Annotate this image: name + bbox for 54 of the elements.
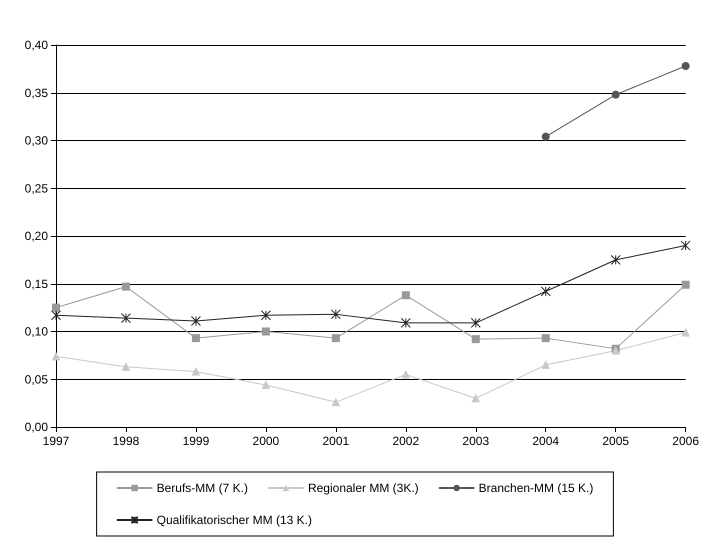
point bbox=[680, 240, 691, 251]
point bbox=[120, 313, 131, 324]
x-tick-label: 2004 bbox=[532, 434, 560, 448]
point bbox=[610, 254, 621, 265]
x-tick-label: 1997 bbox=[42, 434, 70, 448]
y-tick-label: 0,00 bbox=[24, 420, 48, 434]
point bbox=[400, 318, 411, 328]
y-tick-label: 0,05 bbox=[24, 372, 48, 386]
point bbox=[542, 360, 550, 369]
point bbox=[262, 380, 270, 389]
x-tick-label: 2006 bbox=[672, 434, 700, 448]
point bbox=[472, 394, 480, 402]
y-tick-label: 0,30 bbox=[24, 134, 48, 148]
point bbox=[192, 334, 200, 342]
x-tick-label: 2000 bbox=[252, 434, 280, 448]
point bbox=[330, 309, 341, 320]
point bbox=[540, 286, 551, 296]
point bbox=[122, 282, 130, 291]
x-tick-label: 2003 bbox=[462, 434, 490, 448]
point bbox=[262, 328, 270, 336]
y-tick-label: 0,40 bbox=[24, 38, 48, 52]
point bbox=[332, 398, 340, 406]
y-tick-label: 0,35 bbox=[24, 86, 48, 100]
point bbox=[542, 334, 550, 342]
point bbox=[190, 316, 201, 326]
point bbox=[682, 328, 690, 336]
y-tick-label: 0,10 bbox=[24, 324, 48, 338]
point bbox=[682, 62, 690, 70]
x-tick-label: 2002 bbox=[392, 434, 420, 448]
legend-label: Berufs-MM (7 K.) bbox=[156, 481, 248, 495]
legend-label: Branchen-MM (15 K.) bbox=[478, 481, 594, 495]
point bbox=[52, 304, 60, 312]
x-tick-label: 2005 bbox=[602, 434, 630, 448]
point bbox=[542, 132, 550, 141]
point bbox=[332, 334, 340, 342]
point bbox=[260, 310, 271, 320]
point bbox=[682, 280, 690, 289]
point bbox=[52, 352, 60, 360]
x-tick-label: 1998 bbox=[112, 434, 140, 448]
point bbox=[122, 362, 130, 371]
y-tick-label: 0,15 bbox=[24, 276, 48, 291]
legend-label: Qualifikatorischer MM (13 K.) bbox=[156, 513, 312, 527]
x-tick-label: 1999 bbox=[182, 434, 210, 448]
point bbox=[472, 335, 480, 344]
point bbox=[402, 370, 410, 378]
point bbox=[470, 318, 481, 328]
legend-label: Regionaler MM (3K.) bbox=[308, 481, 419, 495]
point bbox=[612, 90, 620, 99]
point bbox=[192, 368, 200, 376]
x-tick-label: 2001 bbox=[322, 434, 350, 448]
point bbox=[402, 291, 410, 300]
y-tick-label: 0,20 bbox=[24, 229, 48, 243]
y-tick-label: 0,25 bbox=[24, 181, 48, 196]
point bbox=[51, 310, 61, 320]
